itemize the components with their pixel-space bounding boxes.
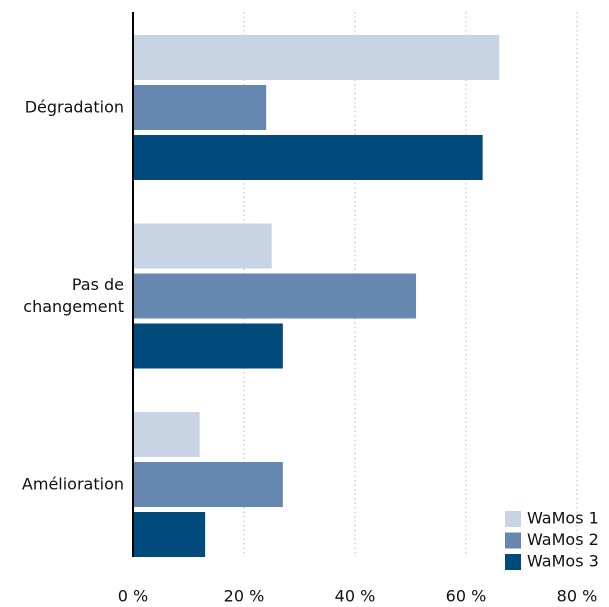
y-tick-label: Pas de changement xyxy=(23,275,124,316)
legend-label: WaMos 2 xyxy=(527,530,599,549)
x-tick-label: 60 % xyxy=(446,587,487,606)
x-tick-label: 20 % xyxy=(224,587,265,606)
bar xyxy=(133,462,283,507)
bar xyxy=(133,512,206,557)
legend-label: WaMos 3 xyxy=(527,552,599,571)
x-tick-label: 0 % xyxy=(118,587,148,606)
bar xyxy=(133,273,417,319)
y-tick-label: Dégradation xyxy=(25,97,124,116)
y-tick-label: Amélioration xyxy=(22,474,124,493)
bar xyxy=(133,35,500,80)
x-tick-label: 80 % xyxy=(557,587,598,606)
legend-swatch xyxy=(505,554,521,570)
bar xyxy=(133,85,267,130)
x-tick-label: 40 % xyxy=(335,587,376,606)
bar xyxy=(133,223,272,269)
legend-swatch xyxy=(505,532,521,549)
legend-label: WaMos 1 xyxy=(527,509,599,528)
bar xyxy=(133,323,283,369)
legend-swatch xyxy=(505,511,521,527)
bar xyxy=(133,135,483,180)
bar xyxy=(133,412,200,457)
